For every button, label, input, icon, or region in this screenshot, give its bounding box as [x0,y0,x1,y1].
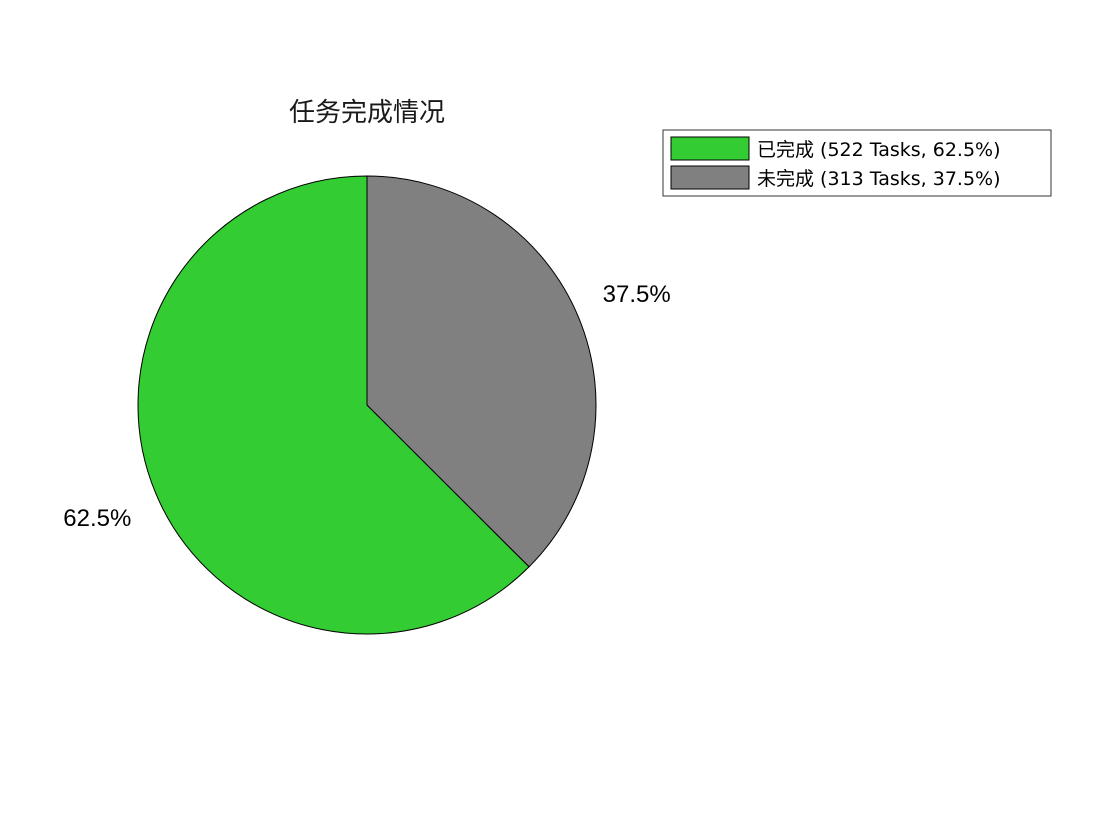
pie-slice-incomplete [366,175,597,568]
pie-slices [137,175,597,635]
slice-percent-label: 62.5% [63,505,131,532]
chart-title: 任务完成情况 [289,98,445,128]
slice-percent-label: 37.5% [603,281,671,308]
legend-swatch [670,136,750,161]
pie-slice-labels: 62.5% 37.5% [63,281,670,532]
pie-slice-completed [137,175,530,635]
legend-swatch [670,165,750,190]
legend-label: 未完成 (313 Tasks, 37.5%) [757,168,1001,190]
legend-label: 已完成 (522 Tasks, 62.5%) [757,139,1001,161]
legend: 已完成 (522 Tasks, 62.5%) 未完成 (313 Tasks, 37… [662,129,1052,197]
